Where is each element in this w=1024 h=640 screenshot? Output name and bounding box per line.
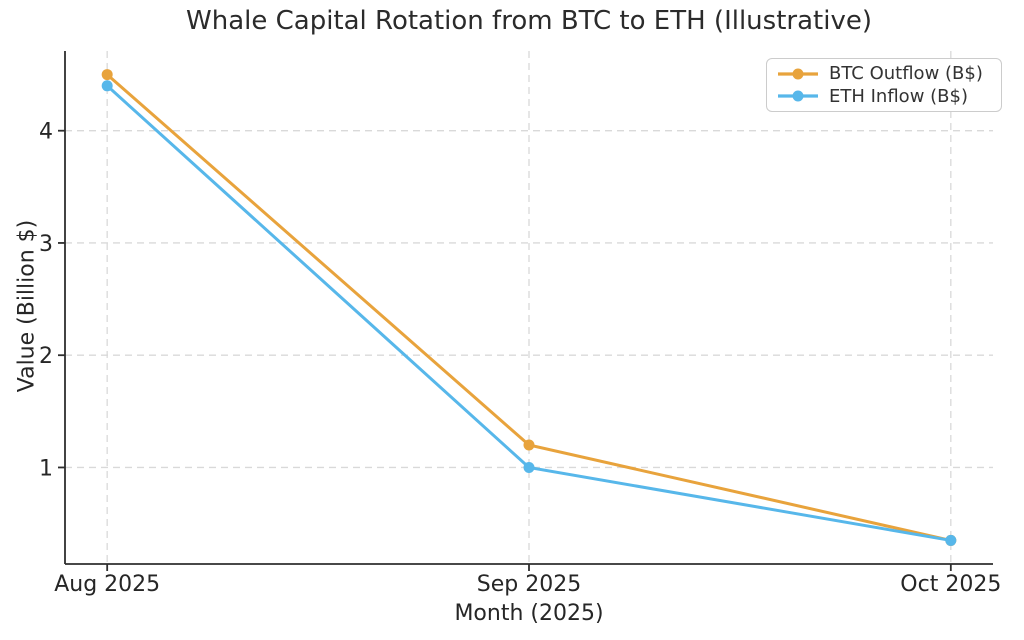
x-tick-label: Sep 2025: [477, 572, 581, 597]
legend-item: ETH Inflow (B$): [776, 86, 992, 107]
legend-sample-line-icon: [778, 68, 818, 80]
legend: BTC Outflow (B$) ETH Inflow (B$): [766, 58, 1002, 112]
chart-title: Whale Capital Rotation from BTC to ETH (…: [186, 6, 872, 36]
series-marker-eth-inflow-b: [101, 80, 113, 92]
series-marker-eth-inflow-b: [523, 461, 535, 473]
y-tick-label: 1: [39, 456, 53, 481]
y-axis-label: Value (Billion $): [14, 219, 40, 393]
series-marker-btc-outflow-b: [101, 69, 113, 81]
legend-sample-line-icon: [778, 90, 818, 102]
y-tick-label: 4: [39, 120, 53, 145]
x-axis-label: Month (2025): [454, 601, 604, 626]
series-marker-btc-outflow-b: [523, 439, 535, 451]
legend-item: BTC Outflow (B$): [776, 63, 992, 84]
x-tick-label: Oct 2025: [900, 572, 1001, 597]
x-tick-label: Aug 2025: [54, 572, 160, 597]
series-marker-eth-inflow-b: [945, 534, 957, 546]
legend-label: ETH Inflow (B$): [829, 85, 968, 107]
legend-label: BTC Outflow (B$): [829, 63, 983, 85]
y-tick-label: 2: [39, 344, 53, 369]
y-tick-label: 3: [39, 232, 53, 257]
